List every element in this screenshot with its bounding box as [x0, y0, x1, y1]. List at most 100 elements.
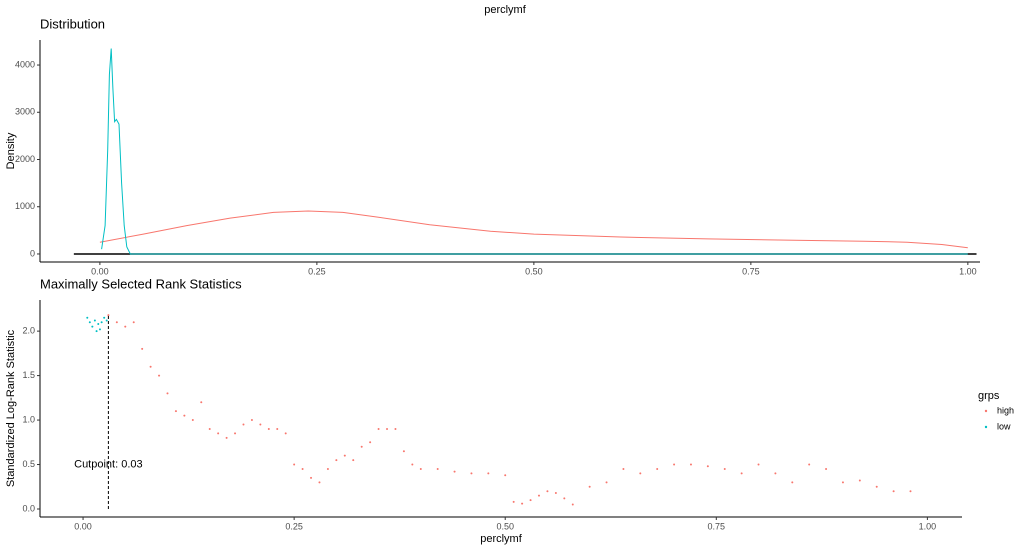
- point: [335, 459, 338, 462]
- y-tick-label: 0.0: [22, 503, 35, 513]
- density-line: [99, 210, 968, 249]
- point: [124, 325, 127, 328]
- point: [740, 472, 743, 475]
- point: [149, 365, 152, 368]
- x-tick-label: 0.50: [525, 266, 543, 276]
- x-tick-label: 0.25: [285, 521, 303, 531]
- point: [217, 432, 220, 435]
- point: [115, 321, 118, 324]
- point: [276, 427, 279, 430]
- y-tick-label: 2000: [15, 154, 35, 164]
- x-tick-label: 0.75: [742, 266, 760, 276]
- point: [326, 467, 329, 470]
- point: [360, 445, 363, 448]
- y-axis-label: Density: [5, 132, 17, 169]
- point: [158, 374, 161, 377]
- point: [97, 323, 100, 326]
- x-tick-label: 1.00: [919, 521, 937, 531]
- y-tick-label: 4000: [15, 59, 35, 69]
- point: [95, 330, 98, 333]
- point: [892, 490, 895, 493]
- point: [259, 423, 262, 426]
- point: [284, 432, 287, 435]
- point: [909, 490, 912, 493]
- point: [571, 503, 574, 506]
- point: [166, 392, 169, 395]
- point: [504, 474, 507, 477]
- point: [487, 472, 490, 475]
- point: [88, 321, 91, 324]
- point: [546, 490, 549, 493]
- point: [622, 467, 625, 470]
- point: [191, 419, 194, 422]
- point: [402, 450, 405, 453]
- point: [875, 485, 878, 488]
- legend-label: high: [997, 405, 1014, 415]
- y-tick-label: 3000: [15, 107, 35, 117]
- y-tick-label: 0: [30, 248, 35, 258]
- y-tick-label: 2.0: [22, 326, 35, 336]
- point: [200, 401, 203, 404]
- x-tick-label: 0.75: [708, 521, 726, 531]
- point: [588, 485, 591, 488]
- x-tick-label: 0.00: [74, 521, 92, 531]
- point: [521, 502, 524, 505]
- point: [411, 463, 414, 466]
- point: [689, 463, 692, 466]
- point: [808, 463, 811, 466]
- figure-title: perclymf: [484, 4, 527, 16]
- x-axis-label: perclymf: [480, 533, 523, 545]
- legend-title: grps: [978, 390, 1000, 402]
- point: [105, 319, 108, 322]
- point: [141, 347, 144, 350]
- panel-title: Maximally Selected Rank Statistics: [40, 276, 242, 291]
- point: [343, 454, 346, 457]
- point: [554, 491, 557, 494]
- point: [103, 316, 106, 319]
- point: [98, 328, 101, 331]
- point: [93, 319, 96, 322]
- point: [673, 463, 676, 466]
- point: [86, 316, 89, 319]
- point: [825, 467, 828, 470]
- point: [293, 463, 296, 466]
- point: [234, 432, 237, 435]
- point: [858, 479, 861, 482]
- point: [318, 481, 321, 484]
- point: [242, 423, 245, 426]
- panel-title: Distribution: [40, 16, 105, 31]
- legend-key: [984, 425, 988, 429]
- point: [791, 481, 794, 484]
- point: [369, 441, 372, 444]
- point: [386, 427, 389, 430]
- point: [605, 481, 608, 484]
- point: [91, 325, 94, 328]
- y-axis-label: Standardized Log-Rank Statistic: [5, 329, 17, 487]
- point: [529, 499, 532, 502]
- x-tick-label: 0.25: [308, 266, 326, 276]
- y-tick-label: 1000: [15, 201, 35, 211]
- point: [563, 497, 566, 500]
- point: [183, 414, 186, 417]
- point: [436, 467, 439, 470]
- point: [100, 321, 103, 324]
- point: [107, 314, 110, 317]
- point: [723, 467, 726, 470]
- point: [208, 427, 211, 430]
- point: [301, 467, 304, 470]
- x-tick-label: 0.50: [496, 521, 514, 531]
- point: [310, 476, 313, 479]
- cutpoint-label: Cutpoint: 0.03: [74, 458, 143, 470]
- point: [132, 321, 135, 324]
- point: [419, 467, 422, 470]
- y-tick-label: 1.5: [22, 370, 35, 380]
- point: [639, 472, 642, 475]
- point: [656, 467, 659, 470]
- point: [841, 481, 844, 484]
- point: [250, 419, 253, 422]
- point: [267, 427, 270, 430]
- y-tick-label: 0.5: [22, 459, 35, 469]
- density-line: [101, 48, 968, 255]
- point: [757, 463, 760, 466]
